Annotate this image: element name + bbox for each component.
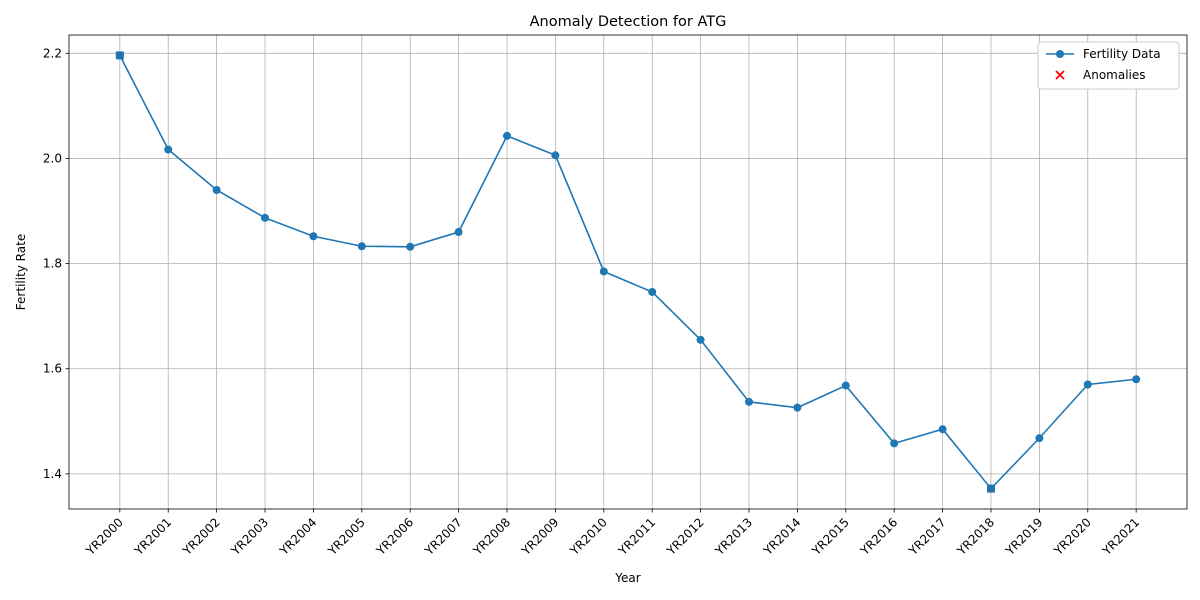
x-tick-label: YR2019: [1002, 515, 1045, 558]
fertility-data-line: [119, 55, 1137, 490]
x-tick-label: YR2012: [663, 515, 706, 558]
plot-frame: [68, 34, 1188, 510]
x-tick-label: YR2020: [1051, 515, 1094, 558]
fertility-data-point: [1132, 375, 1141, 384]
x-tick-label: YR2004: [276, 515, 319, 558]
fertility-data-point: [648, 287, 657, 296]
x-tick-label: YR2018: [954, 515, 997, 558]
x-tick-label: YR2017: [905, 515, 948, 558]
grid: [69, 35, 1187, 509]
x-tick-label: YR2016: [857, 515, 900, 558]
x-tick-label: YR2000: [83, 515, 126, 558]
x-tick-label: YR2003: [228, 515, 271, 558]
y-tick-label: 1.6: [43, 362, 62, 376]
chart-title: Anomaly Detection for ATG: [530, 14, 727, 30]
y-axis-label: Fertility Rate: [14, 234, 28, 310]
anomaly-point: [115, 51, 124, 60]
x-tick-label: YR2001: [131, 515, 174, 558]
legend: Fertility Data Anomalies: [1037, 41, 1180, 90]
y-axis: 1.4 1.6 1.8 2.0 2.2: [43, 46, 69, 481]
legend-label-fertility: Fertility Data: [1083, 47, 1161, 61]
fertility-data-point: [890, 439, 899, 448]
x-tick-label: YR2006: [373, 515, 416, 558]
x-tick-label: YR2002: [179, 515, 222, 558]
y-tick-label: 2.0: [43, 151, 62, 165]
fertility-data-point: [164, 145, 173, 154]
fertility-data-point: [454, 228, 463, 237]
y-tick-label: 1.8: [43, 257, 62, 271]
fertility-data-point: [309, 232, 318, 241]
y-tick-label: 1.4: [43, 467, 62, 481]
legend-anomaly-icon: [1055, 70, 1065, 80]
x-tick-label: YR2009: [518, 515, 561, 558]
fertility-data-point: [357, 242, 366, 251]
x-axis-label: Year: [614, 571, 640, 585]
legend-label-anomalies: Anomalies: [1083, 68, 1146, 82]
fertility-data-point: [841, 381, 850, 390]
x-tick-label: YR2005: [325, 515, 368, 558]
fertility-data-point: [599, 267, 608, 276]
fertility-data-point: [696, 335, 705, 344]
x-tick-label: YR2015: [809, 515, 852, 558]
x-tick-label: YR2021: [1099, 515, 1142, 558]
fertility-data-point: [793, 403, 802, 412]
fertility-data-point: [1035, 434, 1044, 443]
y-tick-label: 2.2: [43, 46, 62, 60]
x-tick-label: YR2014: [760, 515, 803, 558]
legend-marker-icon: [1056, 50, 1064, 58]
fertility-data-point: [744, 397, 753, 406]
x-tick-label: YR2008: [470, 515, 513, 558]
fertility-data-point: [551, 151, 560, 160]
fertility-data-point: [938, 425, 947, 434]
fertility-data-point: [503, 131, 512, 140]
fertility-data-point: [406, 242, 415, 251]
x-axis: YR2000 YR2001 YR2002 YR2003 YR2004 YR2005 YR20…: [83, 509, 1142, 559]
anomaly-point: [986, 484, 996, 493]
x-tick-label: YR2007: [421, 515, 464, 558]
series-layer: [115, 51, 1141, 493]
fertility-data-point: [212, 185, 221, 194]
fertility-data-point: [1083, 380, 1092, 389]
x-tick-label: YR2010: [567, 515, 610, 558]
x-tick-label: YR2011: [615, 515, 658, 558]
x-tick-label: YR2013: [712, 515, 755, 558]
fertility-data-point: [261, 213, 270, 222]
